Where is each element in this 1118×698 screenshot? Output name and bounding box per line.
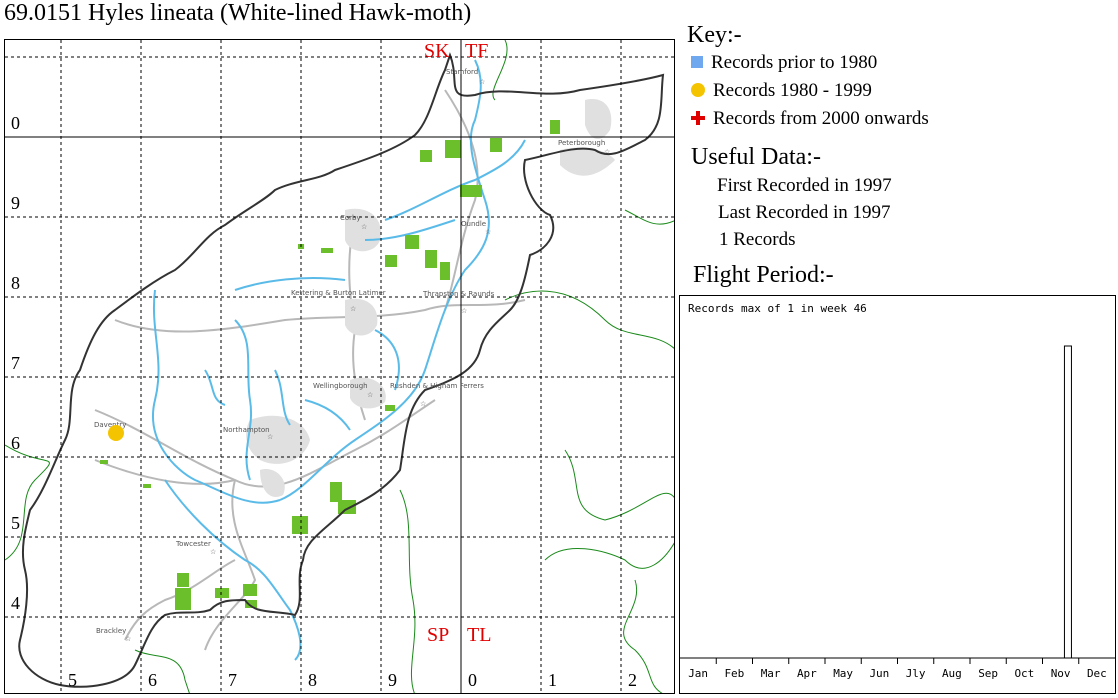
square-label-sk: SK	[424, 40, 450, 62]
northing-label: 6	[11, 433, 20, 453]
town-label: Peterborough	[558, 139, 605, 147]
svg-text:☆: ☆	[420, 400, 426, 408]
svg-text:☆: ☆	[361, 223, 367, 231]
square-label-sp: SP	[427, 624, 450, 646]
town-label: Corby	[340, 214, 361, 222]
easting-label: 9	[388, 670, 397, 690]
grid-lines	[5, 40, 674, 693]
key-item-2000-onwards: Records from 2000 onwards	[691, 108, 929, 130]
useful-data-heading: Useful Data:-	[691, 144, 821, 170]
northing-label: 8	[11, 273, 20, 293]
svg-text:☆: ☆	[125, 635, 131, 643]
town-label: Wellingborough	[313, 382, 368, 390]
flight-period-chart: Records max of 1 in week 46 Jan Feb Mar Apr…	[679, 295, 1116, 694]
circle-icon	[691, 82, 705, 97]
month-label-sep: Sep	[978, 667, 998, 680]
square-boundaries	[5, 40, 674, 693]
easting-label: 6	[148, 670, 157, 690]
month-label-apr: Apr	[797, 667, 817, 680]
key-item-label: Records from 2000 onwards	[713, 108, 929, 129]
easting-label: 2	[628, 670, 637, 690]
square-label-tl: TL	[467, 624, 492, 646]
woodland-patches	[100, 120, 560, 610]
first-recorded: First Recorded in 1997	[717, 175, 892, 196]
county-boundaries	[5, 40, 674, 693]
square-label-tf: TF	[465, 40, 489, 62]
county-outline	[18, 52, 665, 688]
month-label-nov: Nov	[1051, 667, 1071, 680]
easting-label: 1	[548, 670, 557, 690]
northing-label: 5	[11, 513, 20, 533]
key-item-1980-1999: Records 1980 - 1999	[691, 80, 872, 102]
northing-label: 9	[11, 193, 20, 213]
page-title: 69.0151 Hyles lineata (White-lined Hawk-…	[4, 0, 472, 26]
town-markers: ☆ ☆ ☆ ☆ ☆ ☆ ☆ ☆ ☆ ☆ ☆	[125, 78, 610, 643]
town-label: Brackley	[96, 627, 126, 635]
month-label-mar: Mar	[761, 667, 781, 680]
town-label: Stamford	[446, 68, 478, 76]
map-canvas: ☆ ☆ ☆ ☆ ☆ ☆ ☆ ☆ ☆ ☆ ☆ Stamford Peterboro…	[5, 40, 674, 693]
key-heading: Key:-	[687, 22, 742, 48]
square-icon	[691, 55, 703, 68]
plus-icon	[691, 110, 705, 125]
svg-text:☆: ☆	[367, 391, 373, 399]
month-label-jly: Jly	[906, 667, 926, 680]
record-1980-1999-daventry	[108, 425, 124, 441]
month-label-oct: Oct	[1014, 667, 1034, 680]
key-item-prior-1980: Records prior to 1980	[691, 52, 877, 74]
records-count: 1 Records	[719, 229, 796, 250]
easting-label: 8	[308, 670, 317, 690]
month-label-dec: Dec	[1087, 667, 1107, 680]
easting-label: 5	[68, 670, 77, 690]
town-label: Rushden & Higham Ferrers	[390, 382, 484, 390]
easting-label: 0	[468, 670, 477, 690]
svg-text:☆: ☆	[267, 433, 273, 441]
last-recorded: Last Recorded in 1997	[718, 202, 891, 223]
town-label: Daventry	[94, 421, 126, 429]
town-label: Oundle	[461, 220, 486, 228]
svg-text:☆: ☆	[210, 548, 216, 556]
town-label: Kettering & Burton Latimer	[291, 289, 386, 297]
town-label: Towcester	[175, 540, 211, 548]
northing-label: 4	[11, 593, 20, 613]
svg-text:☆: ☆	[604, 148, 610, 156]
flight-bar-week-46	[1063, 345, 1072, 659]
svg-text:☆: ☆	[461, 307, 467, 315]
month-label-jan: Jan	[688, 667, 708, 680]
svg-text:☆: ☆	[479, 78, 485, 86]
town-label: Northampton	[223, 426, 270, 434]
chart-caption: Records max of 1 in week 46	[688, 302, 867, 315]
flight-period-heading: Flight Period:-	[693, 262, 834, 288]
easting-label: 7	[228, 670, 237, 690]
month-label-jun: Jun	[869, 667, 889, 680]
distribution-map: ☆ ☆ ☆ ☆ ☆ ☆ ☆ ☆ ☆ ☆ ☆ Stamford Peterboro…	[4, 39, 675, 694]
month-label-aug: Aug	[942, 667, 962, 680]
month-label-feb: Feb	[724, 667, 744, 680]
svg-text:☆: ☆	[350, 305, 356, 313]
month-label-may: May	[833, 667, 853, 680]
key-item-label: Records 1980 - 1999	[713, 80, 872, 101]
key-item-label: Records prior to 1980	[711, 52, 878, 73]
svg-text:☆: ☆	[485, 228, 491, 236]
town-label: Thrapston & Raunds	[422, 290, 495, 298]
rivers	[152, 59, 526, 661]
northing-label: 7	[11, 353, 20, 373]
chart-canvas: Jan Feb Mar Apr May Jun Jly Aug Sep Oct Nov Dec	[680, 345, 1115, 680]
northing-label: 0	[11, 113, 20, 133]
